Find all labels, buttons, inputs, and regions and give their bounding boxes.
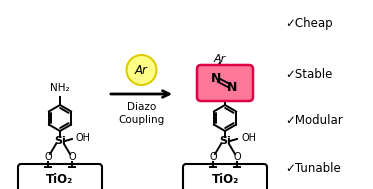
Text: N: N [211,72,221,85]
Text: ✓Cheap: ✓Cheap [285,18,333,30]
Text: TiO₂: TiO₂ [46,173,73,186]
Text: O: O [209,152,217,162]
Text: TiO₂: TiO₂ [211,173,239,186]
Text: N: N [227,81,237,94]
FancyBboxPatch shape [197,65,253,101]
Text: Si: Si [54,136,66,146]
Text: NH₂: NH₂ [50,83,70,93]
FancyBboxPatch shape [18,164,102,189]
Text: ✓Tunable: ✓Tunable [285,163,341,176]
Text: ✓Stable: ✓Stable [285,67,332,81]
Circle shape [126,55,157,85]
Text: Diazo
Coupling: Diazo Coupling [118,102,164,125]
Text: O: O [68,152,76,162]
Text: OH: OH [241,133,256,143]
FancyBboxPatch shape [183,164,267,189]
Text: OH: OH [76,133,91,143]
Text: O: O [44,152,52,162]
Text: Si: Si [219,136,231,146]
Text: ✓Modular: ✓Modular [285,115,343,128]
Text: Ar: Ar [135,64,148,77]
Text: O: O [233,152,241,162]
Text: Ar: Ar [214,54,226,64]
